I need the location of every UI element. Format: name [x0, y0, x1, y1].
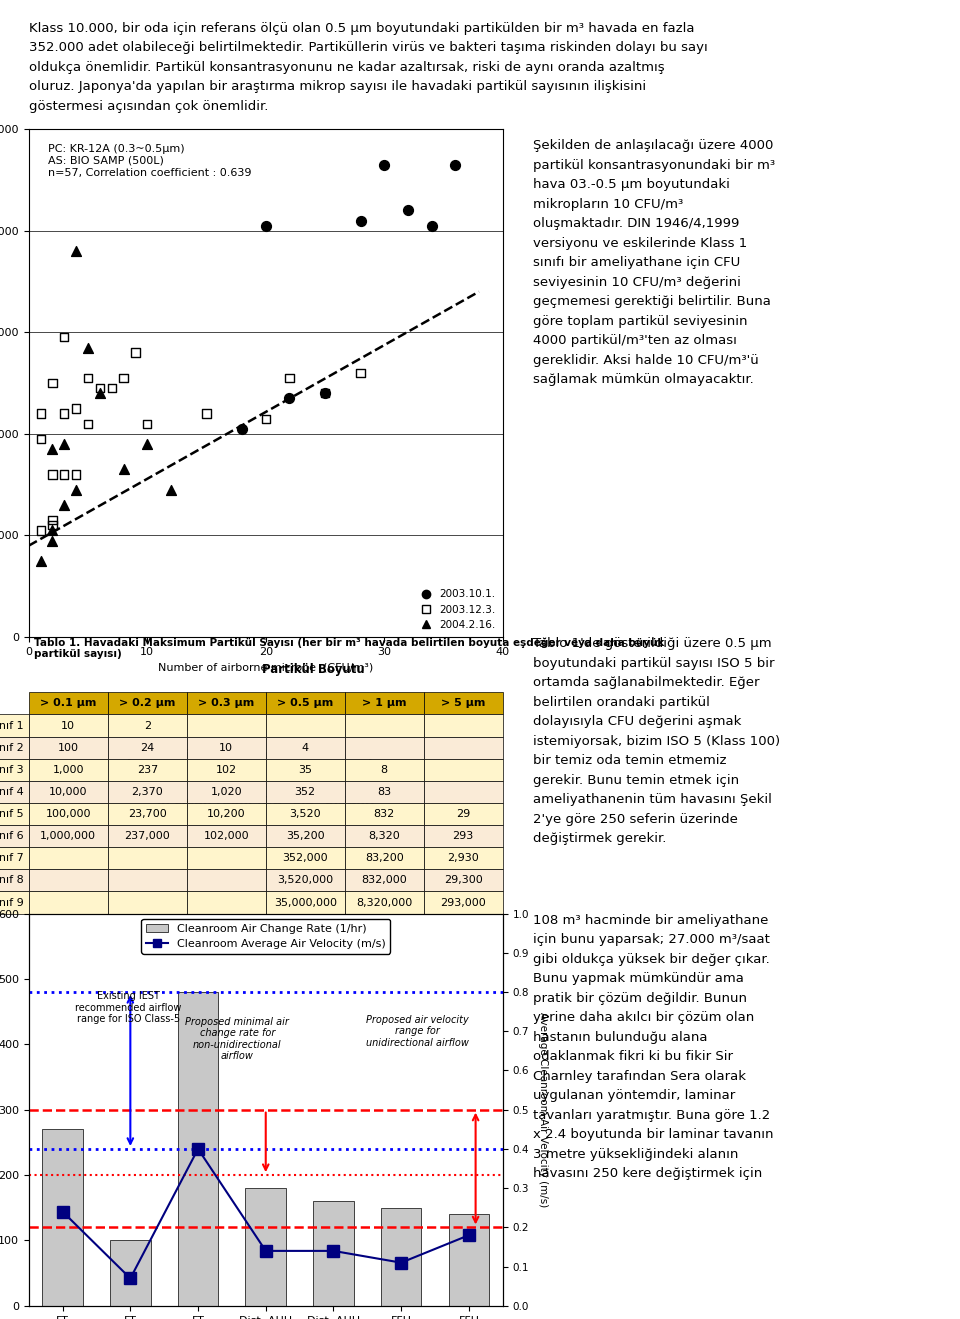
Point	[353, 210, 369, 231]
Legend: 2003.10.1., 2003.12.3., 2004.2.16.: 2003.10.1., 2003.12.3., 2004.2.16.	[413, 587, 497, 632]
Text: 108 m³ hacminde bir ameliyathane
için bunu yaparsak; 27.000 m³/saat
gibi oldukça: 108 m³ hacminde bir ameliyathane için bu…	[533, 914, 774, 1181]
Point	[104, 377, 119, 398]
Point	[33, 404, 48, 425]
Point	[258, 408, 274, 429]
Point	[57, 327, 72, 348]
Text: Existing IEST
recommended airflow
range for ISO Class-5: Existing IEST recommended airflow range …	[75, 991, 181, 1025]
Point	[81, 336, 96, 357]
X-axis label: Number of airborne microbe  (CFU/m³): Number of airborne microbe (CFU/m³)	[158, 662, 373, 673]
Point	[33, 520, 48, 541]
Point	[68, 464, 84, 485]
Point	[258, 215, 274, 236]
Text: Tablo 1'de gösterildiği üzere 0.5 μm
boyutundaki partikül sayısı ISO 5 bir
ortam: Tablo 1'de gösterildiği üzere 0.5 μm boy…	[533, 637, 780, 845]
Point	[92, 377, 108, 398]
Point	[33, 429, 48, 450]
Point	[45, 514, 60, 536]
Bar	[381, 1208, 421, 1306]
Point	[424, 215, 440, 236]
Point	[57, 434, 72, 455]
Point	[163, 479, 179, 500]
Point	[92, 383, 108, 404]
Point	[81, 368, 96, 389]
Point	[234, 418, 250, 439]
Bar	[246, 1188, 286, 1306]
Point	[81, 413, 96, 434]
Bar	[313, 1202, 353, 1306]
Point	[281, 388, 297, 409]
Point	[57, 464, 72, 485]
Point	[68, 240, 84, 261]
Point	[353, 363, 369, 384]
Bar	[448, 1215, 490, 1306]
Point	[116, 459, 132, 480]
Point	[45, 372, 60, 393]
Point	[139, 413, 155, 434]
Point	[318, 383, 333, 404]
Bar	[42, 1129, 83, 1306]
Point	[400, 199, 416, 220]
Point	[128, 342, 143, 363]
Point	[139, 434, 155, 455]
Text: in clean room (Dp=0.3∼0.5μm): in clean room (Dp=0.3∼0.5μm)	[156, 794, 374, 807]
Point	[45, 509, 60, 530]
Point	[447, 154, 463, 175]
Text: Partikül Boyutu: Partikül Boyutu	[262, 662, 365, 675]
Point	[45, 530, 60, 551]
Point	[57, 495, 72, 516]
Point	[116, 368, 132, 389]
Text: Tablo 1. Havadaki Maksimum Partikül Sayısı (her bir m³ havada belirtilen boyuta : Tablo 1. Havadaki Maksimum Partikül Sayı…	[34, 637, 664, 660]
Text: Klass 10.000, bir oda için referans ölçü olan 0.5 μm boyutundaki partikülden bir: Klass 10.000, bir oda için referans ölçü…	[29, 22, 708, 113]
Text: PC: KR-12A (0.3~0.5μm)
AS: BIO SAMP (500L)
n=57, Correlation coefficient : 0.639: PC: KR-12A (0.3~0.5μm) AS: BIO SAMP (500…	[48, 144, 252, 178]
Text: Şekil 1.: Şekil 1.	[0, 860, 18, 873]
Text: Proposed minimal air
change rate for
non-unidirectional
airflow: Proposed minimal air change rate for non…	[185, 1017, 289, 1062]
Bar	[178, 992, 218, 1306]
Legend: Cleanroom Air Change Rate (1/hr), Cleanroom Average Air Velocity (m/s): Cleanroom Air Change Rate (1/hr), Cleanr…	[141, 919, 390, 954]
Point	[318, 383, 333, 404]
Text: Proposed air velocity
range for
unidirectional airflow: Proposed air velocity range for unidirec…	[366, 1014, 468, 1047]
Text: Şekilden de anlaşılacağı üzere 4000
partikül konsantrasyonundaki bir m³
hava 03.: Şekilden de anlaşılacağı üzere 4000 part…	[533, 140, 776, 386]
Point	[33, 550, 48, 571]
Point	[199, 404, 214, 425]
Y-axis label: Average Cleanroom Air Velocity (m/s): Average Cleanroom Air Velocity (m/s)	[539, 1012, 548, 1207]
Point	[281, 368, 297, 389]
Point	[57, 404, 72, 425]
Text: Fig.4 Relation between microbe and particle: Fig.4 Relation between microbe and parti…	[109, 749, 421, 762]
Point	[45, 439, 60, 460]
Point	[68, 398, 84, 419]
Point	[45, 520, 60, 541]
Bar	[110, 1240, 151, 1306]
Point	[45, 464, 60, 485]
Point	[68, 479, 84, 500]
Point	[376, 154, 392, 175]
